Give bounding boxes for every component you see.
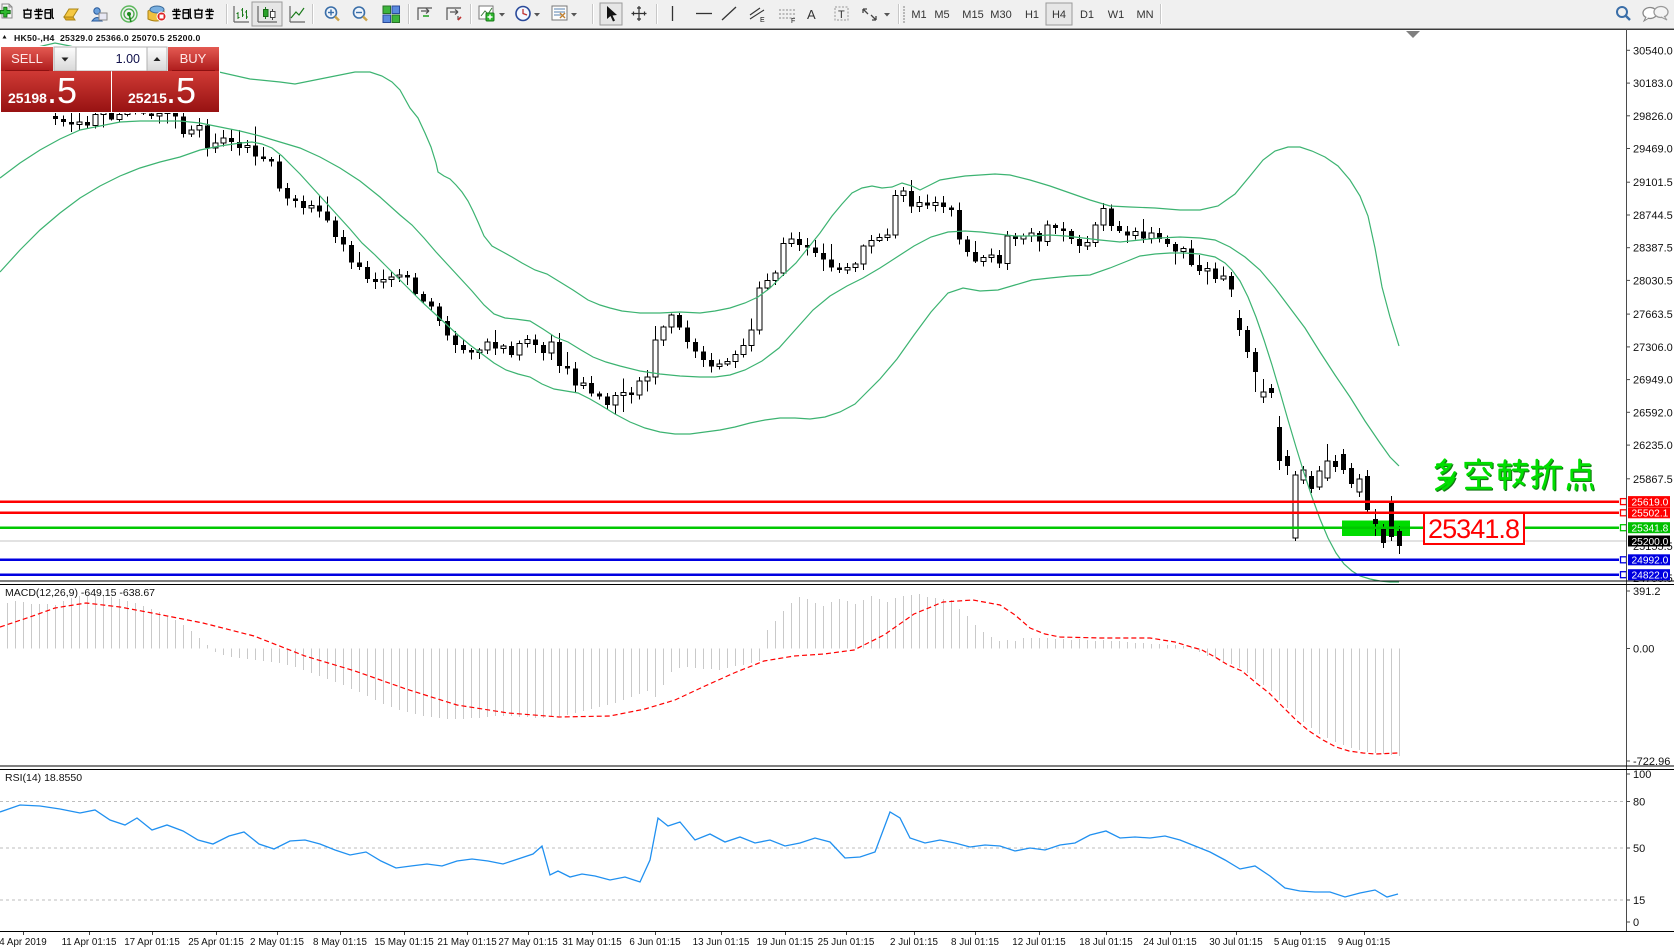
svg-text:24 Jul 01:15: 24 Jul 01:15 — [1143, 937, 1197, 948]
svg-text:-722.96: -722.96 — [1633, 756, 1670, 768]
svg-text:25341.8: 25341.8 — [1428, 514, 1520, 544]
svg-text:5 Aug 01:15: 5 Aug 01:15 — [1274, 937, 1327, 948]
svg-text:24992.0: 24992.0 — [1632, 556, 1669, 567]
svg-text:25619.0: 25619.0 — [1632, 497, 1669, 508]
svg-text:2 May 01:15: 2 May 01:15 — [250, 937, 304, 948]
svg-text:M15: M15 — [962, 9, 983, 21]
svg-text:29101.5: 29101.5 — [1633, 177, 1673, 189]
svg-text:6 Jun 01:15: 6 Jun 01:15 — [629, 937, 681, 948]
svg-text:25200.0: 25200.0 — [1632, 537, 1669, 548]
svg-text:100: 100 — [1633, 769, 1651, 781]
svg-text:21 May 01:15: 21 May 01:15 — [437, 937, 497, 948]
svg-text:MN: MN — [1136, 9, 1153, 21]
svg-text:.5: .5 — [166, 70, 196, 111]
svg-text:25198: 25198 — [8, 90, 47, 106]
svg-text:27 May 01:15: 27 May 01:15 — [498, 937, 558, 948]
svg-text:18 Jul 01:15: 18 Jul 01:15 — [1079, 937, 1133, 948]
svg-text:9 Aug 01:15: 9 Aug 01:15 — [1338, 937, 1391, 948]
svg-text:A: A — [807, 7, 816, 22]
svg-text:4 Apr 2019: 4 Apr 2019 — [0, 937, 47, 948]
svg-text:24822.0: 24822.0 — [1632, 571, 1669, 582]
svg-text:28744.5: 28744.5 — [1633, 210, 1673, 222]
svg-text:29826.0: 29826.0 — [1633, 111, 1673, 123]
svg-text:.5: .5 — [47, 70, 77, 111]
svg-text:15: 15 — [1633, 895, 1645, 907]
svg-text:25341.8: 25341.8 — [1632, 524, 1669, 535]
svg-text:26235.0: 26235.0 — [1633, 440, 1673, 452]
svg-text:M5: M5 — [934, 9, 949, 21]
svg-text:30183.0: 30183.0 — [1633, 78, 1673, 90]
svg-text:17 Apr 01:15: 17 Apr 01:15 — [124, 937, 180, 948]
svg-text:30 Jul 01:15: 30 Jul 01:15 — [1209, 937, 1263, 948]
svg-text:E: E — [760, 17, 765, 24]
svg-text:T: T — [838, 9, 845, 21]
svg-text:M1: M1 — [911, 9, 926, 21]
svg-text:8 May 01:15: 8 May 01:15 — [313, 937, 367, 948]
svg-text:25502.1: 25502.1 — [1632, 509, 1669, 520]
svg-text:11 Apr 01:15: 11 Apr 01:15 — [62, 937, 117, 948]
svg-text:31 May 01:15: 31 May 01:15 — [562, 937, 622, 948]
svg-text:12 Jul 01:15: 12 Jul 01:15 — [1012, 937, 1066, 948]
svg-text:50: 50 — [1633, 843, 1645, 855]
svg-text:8 Jul 01:15: 8 Jul 01:15 — [951, 937, 999, 948]
svg-text:27663.5: 27663.5 — [1633, 309, 1673, 321]
svg-text:25867.5: 25867.5 — [1633, 474, 1673, 486]
svg-text:F: F — [791, 18, 795, 25]
svg-text:13 Jun 01:15: 13 Jun 01:15 — [693, 937, 750, 948]
svg-text:25215: 25215 — [128, 90, 167, 106]
svg-text:H1: H1 — [1025, 9, 1039, 21]
svg-text:0.00: 0.00 — [1633, 644, 1654, 656]
svg-text:SELL: SELL — [11, 51, 43, 66]
svg-text:BUY: BUY — [180, 51, 207, 66]
svg-text:26592.0: 26592.0 — [1633, 407, 1673, 419]
svg-text:2 Jul 01:15: 2 Jul 01:15 — [890, 937, 938, 948]
svg-text:29469.0: 29469.0 — [1633, 144, 1673, 156]
svg-text:W1: W1 — [1108, 9, 1125, 21]
svg-text:19 Jun 01:15: 19 Jun 01:15 — [757, 937, 814, 948]
svg-text:D1: D1 — [1080, 9, 1094, 21]
svg-text:M30: M30 — [990, 9, 1011, 21]
svg-text:1.00: 1.00 — [116, 52, 140, 66]
svg-text:H4: H4 — [1052, 9, 1066, 21]
svg-text:391.2: 391.2 — [1633, 586, 1661, 598]
svg-text:27306.0: 27306.0 — [1633, 342, 1673, 354]
svg-text:30540.0: 30540.0 — [1633, 45, 1673, 57]
svg-text:28387.5: 28387.5 — [1633, 243, 1673, 255]
svg-text:25 Jun 01:15: 25 Jun 01:15 — [818, 937, 875, 948]
svg-text:HK50-,H4 25329.0 25366.0 2507: HK50-,H4 25329.0 25366.0 25070.5 25200.0 — [14, 33, 201, 43]
svg-text:26949.0: 26949.0 — [1633, 375, 1673, 387]
svg-text:80: 80 — [1633, 797, 1645, 809]
svg-text:25 Apr 01:15: 25 Apr 01:15 — [188, 937, 244, 948]
svg-text:28030.5: 28030.5 — [1633, 275, 1673, 287]
svg-text:MACD(12,26,9) -649.15 -638.67: MACD(12,26,9) -649.15 -638.67 — [5, 587, 155, 599]
svg-text:0: 0 — [1633, 917, 1639, 929]
svg-text:RSI(14) 18.8550: RSI(14) 18.8550 — [5, 772, 82, 784]
svg-text:15 May 01:15: 15 May 01:15 — [374, 937, 434, 948]
